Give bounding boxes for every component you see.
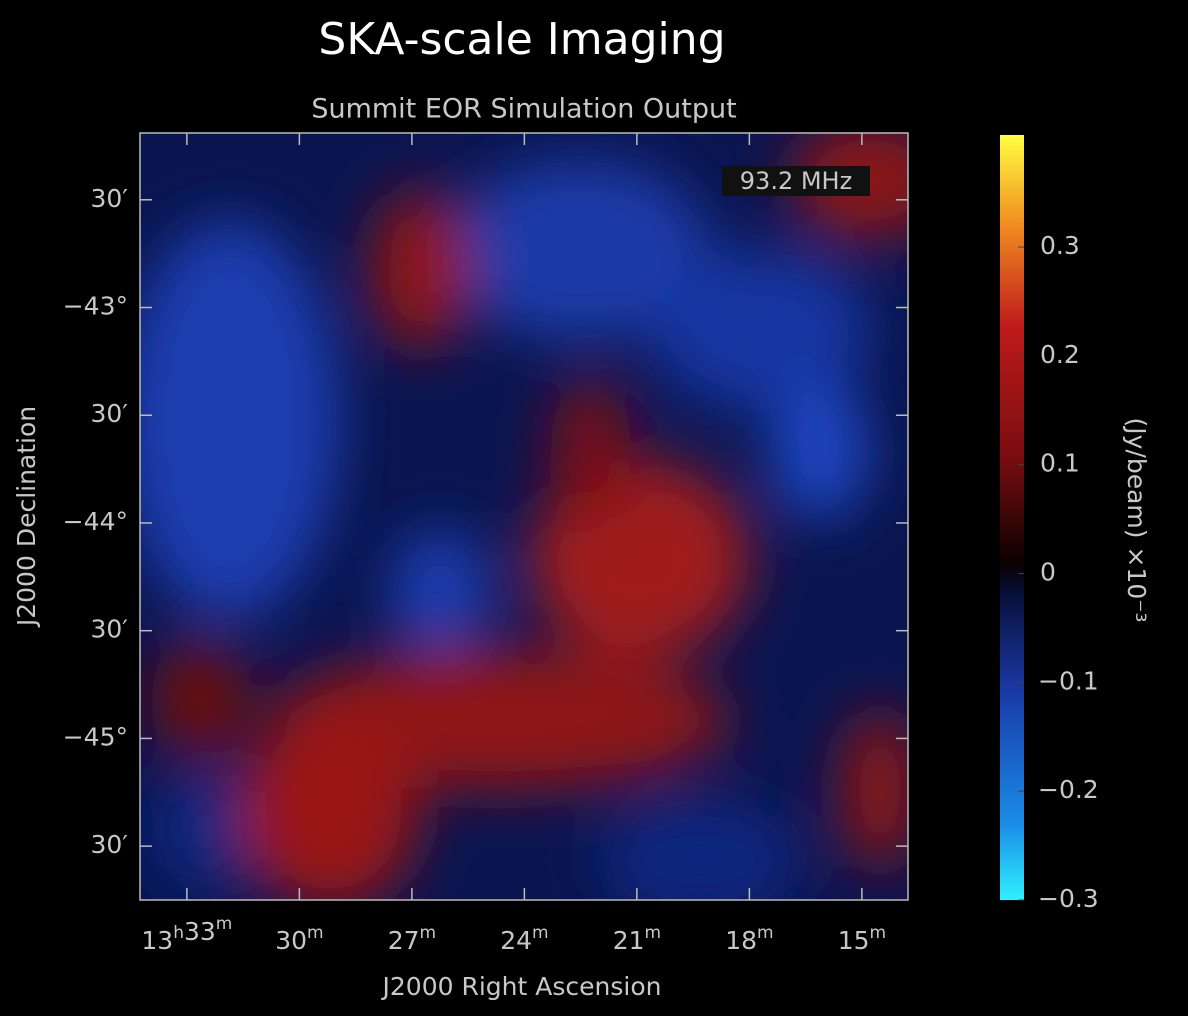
x-tick-label: 15m	[838, 923, 886, 955]
y-tick-label: 30′	[91, 830, 129, 859]
x-axis-label: J2000 Right Ascension	[381, 972, 662, 1001]
y-tick-label: −44°	[63, 507, 128, 536]
x-tick-label: 30m	[275, 923, 323, 955]
colorbar-tick-label: −0.1	[1038, 666, 1099, 695]
y-tick-label: 30′	[91, 615, 129, 644]
colorbar-tick-label: −0.3	[1038, 884, 1099, 913]
y-axis-label: J2000 Declination	[12, 406, 41, 628]
y-tick-label: 30′	[91, 399, 129, 428]
annotation-box	[722, 166, 870, 196]
x-tick-label: 18m	[725, 923, 773, 955]
y-tick-label: −43°	[63, 292, 128, 321]
colorbar	[1000, 135, 1024, 900]
colorbar-tick-label: 0.2	[1040, 340, 1080, 369]
x-tick-label: 21m	[613, 923, 661, 955]
y-tick-label: −45°	[63, 722, 128, 751]
x-tick-label: 13h33m	[141, 914, 232, 955]
colorbar-tick-label: 0	[1040, 558, 1056, 587]
colorbar-tick-label: 0.1	[1040, 449, 1080, 478]
y-tick-label: 30′	[91, 184, 129, 213]
colorbar-tick-label: −0.2	[1038, 775, 1099, 804]
sky-map	[140, 133, 908, 900]
x-tick-label: 27m	[388, 923, 436, 955]
annotation: 93.2 MHz	[740, 167, 852, 195]
x-tick-label: 24m	[500, 923, 548, 955]
title: SKA-scale Imaging	[318, 14, 725, 65]
colorbar-label: (Jy/beam) ×10⁻³	[1122, 418, 1151, 623]
colorbar-tick-label: 0.3	[1040, 231, 1080, 260]
subtitle: Summit EOR Simulation Output	[311, 94, 736, 125]
